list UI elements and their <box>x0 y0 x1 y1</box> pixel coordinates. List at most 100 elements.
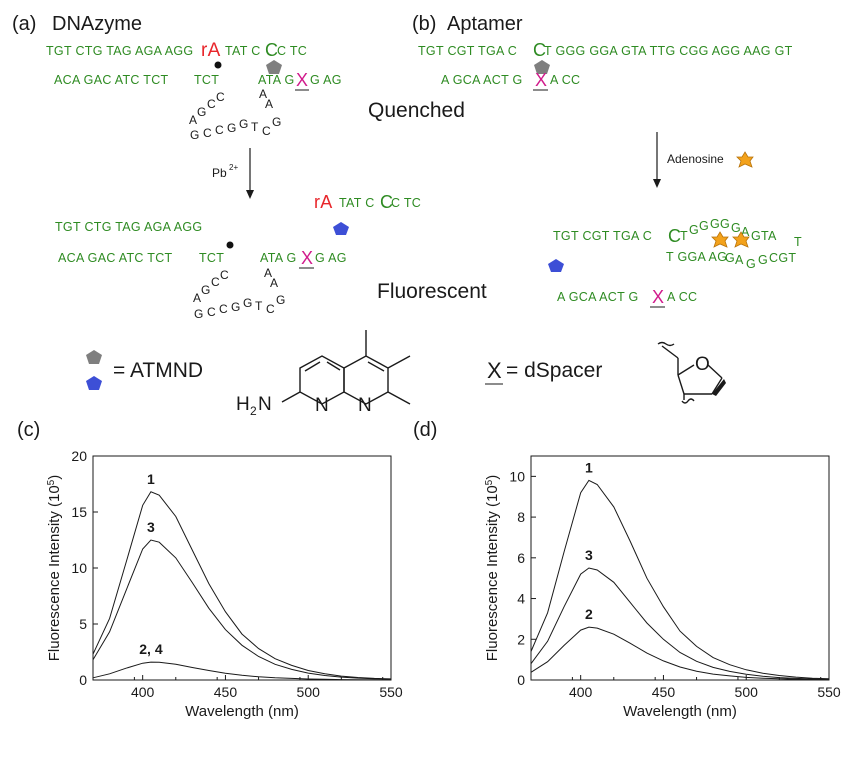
fluorescent-label: Fluorescent <box>377 280 487 303</box>
svg-text:C: C <box>219 302 228 316</box>
bound-aptamer-dspacer-x: X <box>652 287 664 307</box>
aptamer-top-strand-left: TGT CGT TGA C <box>418 44 517 58</box>
svg-text:C: C <box>216 90 225 104</box>
dnazyme-top-strand-left: TGT CTG TAG AGA AGG <box>46 44 193 58</box>
svg-text:C: C <box>211 275 220 289</box>
svg-text:A: A <box>193 291 201 305</box>
arrow-adenosine-head <box>653 179 661 188</box>
svg-text:G: G <box>239 117 248 131</box>
aptamer-atmnd-blue-pentagon-icon <box>548 259 564 272</box>
dnazyme-bottom-strand-ata: ATA G <box>258 73 294 87</box>
svg-text:GTA: GTA <box>751 229 777 243</box>
dnazyme-catalytic-loop: C C G A G C C G G T C G A A <box>189 87 281 142</box>
chart-c: 400 450 500 550 0 5 10 15 20 Wavelength (nm) Fluor… <box>46 448 403 720</box>
series-line-1 <box>92 491 392 680</box>
svg-text:G: G <box>720 217 730 231</box>
y-tick-label-10: 10 <box>71 560 87 576</box>
series-label-1: 1 <box>147 471 155 487</box>
fragment-dspacer-x: X <box>301 248 313 268</box>
ring-oxygen-label: O <box>695 354 710 375</box>
series-line-3 <box>92 539 392 680</box>
x-axis-label: Wavelength (nm) <box>623 703 737 720</box>
dnazyme-bottom-strand-left: ACA GAC ATC TCT <box>54 73 169 87</box>
fragment-bottom-ata: ATA G <box>260 251 296 265</box>
plot-frame <box>530 455 830 681</box>
fragment-bottom-strand-left: ACA GAC ATC TCT <box>58 251 173 265</box>
svg-text:C: C <box>203 126 212 140</box>
aptamer-bottom-strand-right: A CC <box>550 73 580 87</box>
bound-aptamer-big-c: C <box>668 226 681 246</box>
legend-blue-pentagon-icon <box>86 376 102 390</box>
y-tick-label-15: 15 <box>71 504 87 520</box>
product-big-c: C <box>380 192 393 212</box>
dnazyme-cleavage-site-ra: rA <box>201 40 221 61</box>
lead-ion-charge: 2+ <box>229 163 238 172</box>
svg-text:G: G <box>731 221 741 235</box>
series-line-2 <box>530 626 830 681</box>
bound-aptamer-t: T <box>680 229 688 243</box>
product-end: C TC <box>391 196 421 210</box>
y-tick-label-10: 10 <box>509 468 525 484</box>
svg-text:G: G <box>194 307 203 321</box>
svg-text:G: G <box>746 257 756 271</box>
aptamer-top-big-c: C <box>533 40 546 60</box>
dnazyme-dspacer-x: X <box>296 70 308 90</box>
amino-n-label: N <box>258 394 272 415</box>
adenosine-star-icon <box>736 151 754 168</box>
legend-gray-pentagon-icon <box>86 350 102 364</box>
amino-subscript: 2 <box>250 404 257 418</box>
lead-ion-label: Pb <box>212 166 227 180</box>
svg-text:G: G <box>699 219 709 233</box>
legend-atmnd-label: = ATMND <box>113 359 203 382</box>
x-tick-label-450: 450 <box>652 684 676 700</box>
bound-aptamer-bottom-left: A GCA ACT G <box>557 290 639 304</box>
series-label-3: 3 <box>147 519 155 535</box>
svg-text:T: T <box>794 235 802 249</box>
svg-text:T: T <box>255 299 263 313</box>
y-tick-label-4: 4 <box>517 591 525 607</box>
panel-label-a: (a) <box>12 13 36 35</box>
aptamer-bottom-strand-left: A GCA ACT G <box>441 73 523 87</box>
svg-text:A: A <box>265 97 273 111</box>
svg-text:A: A <box>259 87 267 101</box>
bound-adenosine-star-icon-2 <box>732 231 750 248</box>
svg-text:A: A <box>735 253 744 267</box>
svg-text:T: T <box>251 120 259 134</box>
y-axis-label: Fluorescence Intensity (105) <box>484 475 502 661</box>
product-strand: TAT C <box>339 196 375 210</box>
x-tick-label-500: 500 <box>297 684 321 700</box>
series-line-3 <box>530 567 830 680</box>
x-tick-label-550: 550 <box>379 684 403 700</box>
svg-text:G: G <box>231 300 240 314</box>
dnazyme-bottom-strand-gag: G AG <box>310 73 342 87</box>
quenched-label: Quenched <box>368 99 465 122</box>
y-tick-label-20: 20 <box>71 448 87 464</box>
dnazyme-top-strand-right: C TC <box>277 44 307 58</box>
y-tick-label-5: 5 <box>79 616 87 632</box>
panel-label-c: (c) <box>17 419 40 441</box>
bound-aptamer-bottom-right: A CC <box>667 290 697 304</box>
aptamer-atmnd-gray-pentagon-icon <box>534 60 550 74</box>
fragment-bottom-tct: TCT <box>199 251 224 265</box>
dnazyme-top-strand-big-c: C <box>265 40 278 60</box>
adenosine-label: Adenosine <box>667 152 724 166</box>
atmnd-gray-pentagon-icon <box>266 60 282 74</box>
panel-title-aptamer: Aptamer <box>447 13 523 35</box>
series-label-3: 3 <box>585 547 593 563</box>
product-ra: rA <box>314 192 333 212</box>
svg-text:G: G <box>201 283 210 297</box>
quencher-dot <box>214 61 222 69</box>
svg-text:A: A <box>264 266 272 280</box>
svg-text:G: G <box>197 105 206 119</box>
svg-text:G: G <box>276 293 285 307</box>
arrow-pb-head <box>246 190 254 199</box>
svg-text:G: G <box>689 223 699 237</box>
y-tick-label-0: 0 <box>517 672 525 688</box>
series-line-1 <box>530 479 830 680</box>
panel-label-d: (d) <box>413 419 437 441</box>
svg-text:G: G <box>725 251 735 265</box>
dspacer-structure-icon <box>657 341 723 404</box>
y-tick-label-2: 2 <box>517 631 525 647</box>
ring-n1-label: N <box>315 395 329 416</box>
